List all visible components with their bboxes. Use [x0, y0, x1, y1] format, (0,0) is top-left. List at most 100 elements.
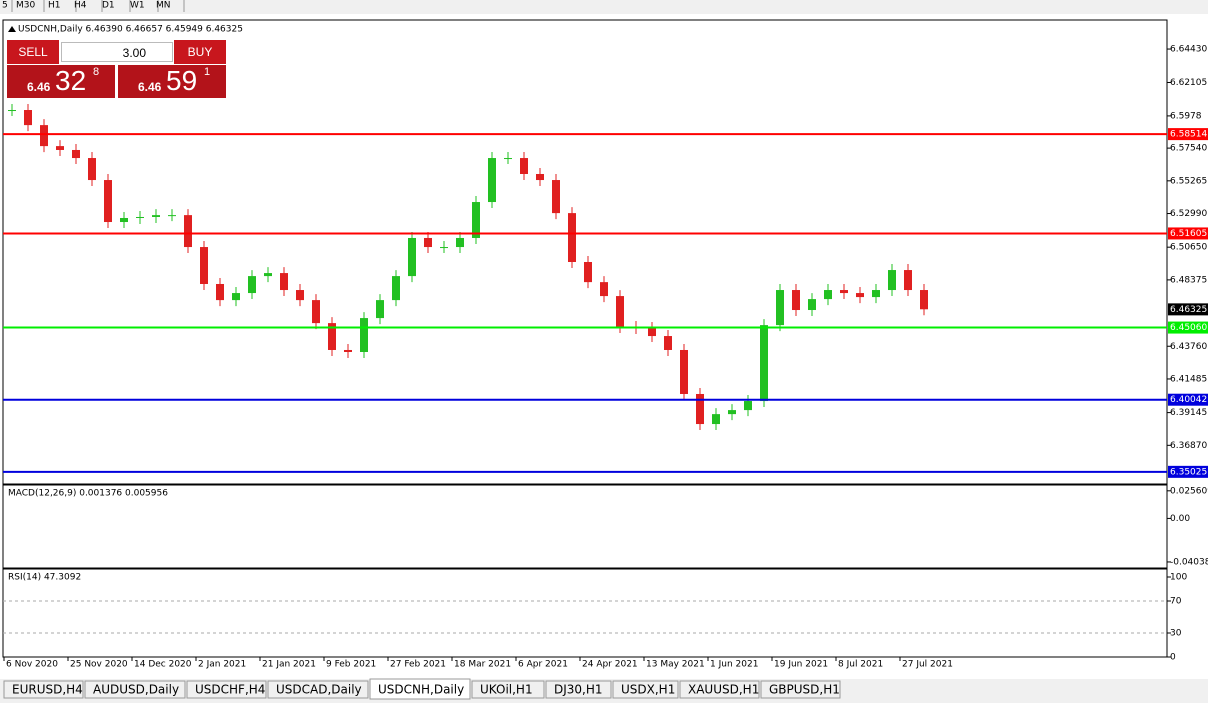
tab[interactable] [3, 680, 84, 699]
tab-label: EURUSD,H4 [12, 683, 83, 697]
x-tick-label: 21 Jan 2021 [262, 660, 316, 670]
candle [904, 270, 912, 291]
level-label: 6.45060 [1170, 323, 1207, 333]
tab-label: USDCHF,H4 [195, 683, 265, 697]
x-tick-label: 6 Nov 2020 [6, 660, 58, 670]
candle [776, 290, 784, 326]
candle [120, 217, 128, 223]
candle [872, 290, 880, 298]
x-tick-label: 24 Apr 2021 [582, 660, 638, 670]
timeframe-button[interactable]: MN [156, 1, 171, 11]
level-tag [1168, 128, 1208, 141]
x-tick-label: 14 Dec 2020 [134, 660, 192, 670]
candle [296, 290, 304, 301]
timeframe-button[interactable]: H1 [48, 1, 61, 11]
timeframe-button[interactable]: 5 [2, 1, 8, 11]
level-tag [1168, 321, 1208, 334]
candle [152, 215, 160, 217]
candle [360, 318, 368, 353]
candle [760, 325, 768, 402]
y-tick-label: 6.62105 [1170, 78, 1207, 88]
candle [648, 327, 656, 337]
tab[interactable] [471, 680, 545, 699]
x-tick-label: 19 Jun 2021 [774, 660, 828, 670]
tab[interactable] [679, 680, 760, 699]
level-tag [1168, 393, 1208, 406]
x-tick-label: 27 Feb 2021 [390, 660, 446, 670]
candle [456, 237, 464, 248]
y-tick-label: 0 [1170, 653, 1176, 663]
candle [344, 349, 352, 353]
candle [200, 247, 208, 284]
x-tick-label: 13 May 2021 [646, 660, 705, 670]
candle [536, 173, 544, 181]
candle [184, 215, 192, 248]
tab[interactable] [760, 680, 841, 699]
candle [472, 202, 480, 238]
price-big: 6.46 [27, 80, 51, 94]
level-tag [1168, 227, 1208, 240]
timeframe-button[interactable]: H4 [74, 1, 87, 11]
y-tick-label: 6.5978 [1170, 111, 1202, 121]
y-tick-label: -0.040386 [1170, 557, 1208, 567]
timeframe-button[interactable]: D1 [102, 1, 115, 11]
timeframe-button[interactable]: W1 [130, 1, 145, 11]
candle [792, 290, 800, 311]
y-tick-label: 6.57540 [1170, 144, 1207, 154]
y-tick-label: 6.52990 [1170, 209, 1207, 219]
price-tag [1168, 303, 1208, 316]
level-label: 6.58514 [1170, 130, 1207, 140]
tab[interactable] [545, 680, 612, 699]
buy-quote[interactable]: 6.46 59 1 [118, 65, 226, 98]
buy-button[interactable]: BUY [174, 40, 226, 64]
candle [312, 300, 320, 324]
sell-button[interactable]: SELL [7, 40, 59, 64]
candle [280, 273, 288, 291]
level-tag [1168, 465, 1208, 478]
y-tick-label: 0.00 [1170, 514, 1190, 524]
candle [72, 149, 80, 159]
lot-input[interactable]: 3.00 [61, 42, 173, 62]
x-tick-label: 9 Feb 2021 [326, 660, 376, 670]
price-big: 6.46 [138, 80, 162, 94]
indicator-label: MACD(12,26,9) 0.001376 0.005956 [8, 489, 168, 499]
toolbar [0, 0, 1208, 14]
price-pips: 32 [55, 65, 87, 96]
tab[interactable] [84, 680, 186, 699]
y-tick-label: 0.025609 [1170, 486, 1208, 496]
candle [616, 296, 624, 327]
tab[interactable] [267, 680, 369, 699]
candle [40, 125, 48, 147]
candle [136, 216, 144, 218]
sell-quote[interactable]: 6.46 32 8 [7, 65, 115, 98]
level-label: 6.40042 [1170, 395, 1207, 405]
panel-frame [2, 484, 1168, 569]
x-tick-label: 25 Nov 2020 [70, 660, 128, 670]
candle [8, 110, 16, 112]
candle [488, 158, 496, 203]
chart-header: USDCNH,Daily 6.46390 6.46657 6.45949 6.4… [18, 25, 243, 35]
candle [376, 300, 384, 319]
candle [88, 158, 96, 181]
y-tick-label: 6.50650 [1170, 243, 1207, 253]
tab[interactable] [369, 678, 471, 700]
tab-label: XAUUSD,H1 [688, 683, 759, 697]
candle [248, 276, 256, 294]
timeframe-button[interactable]: M30 [16, 1, 35, 11]
candle [584, 261, 592, 283]
candle [232, 293, 240, 301]
price-frac: 8 [93, 66, 100, 78]
y-tick-label: 6.55265 [1170, 176, 1207, 186]
panel-frame [2, 568, 1168, 658]
y-tick-label: 6.43760 [1170, 342, 1207, 352]
tab[interactable] [612, 680, 679, 699]
y-tick-label: 100 [1170, 573, 1187, 583]
level-label: 6.35025 [1170, 467, 1207, 477]
x-tick-label: 27 Jul 2021 [902, 660, 953, 670]
candle [216, 283, 224, 301]
tab-label: UKOil,H1 [480, 683, 533, 697]
tab[interactable] [186, 680, 267, 699]
x-tick-label: 6 Apr 2021 [518, 660, 568, 670]
candle [664, 336, 672, 350]
